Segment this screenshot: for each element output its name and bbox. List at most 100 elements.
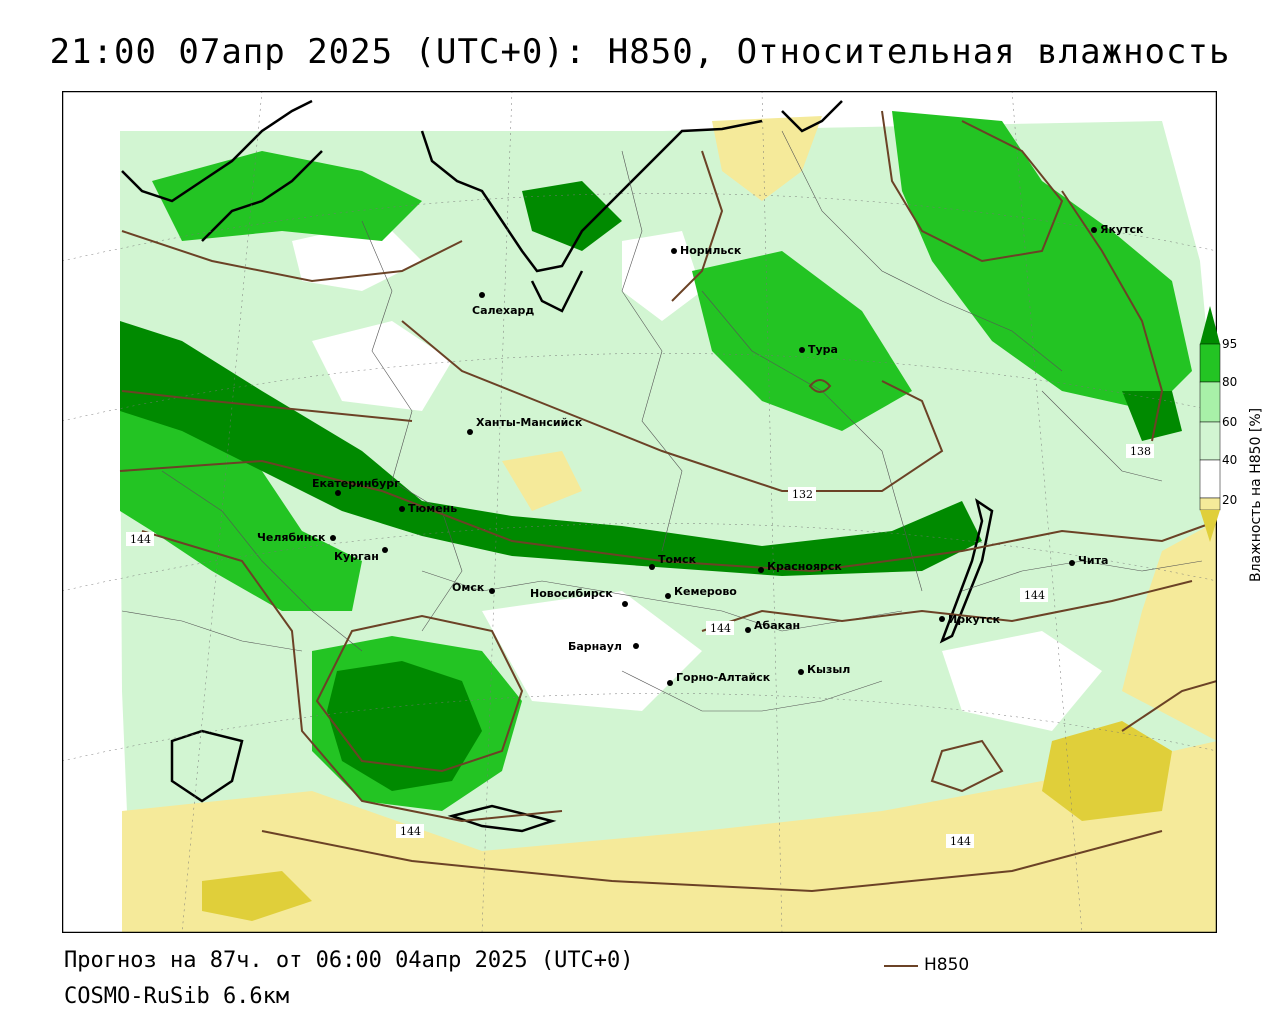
- city-tyumen: Тюмень: [399, 502, 457, 515]
- isoline-far-south: [261, 830, 1163, 893]
- city-markers: Норильск Якутск Салехард Тура Ханты-Манс…: [257, 223, 1144, 686]
- isoline-legend-swatch: [884, 965, 918, 967]
- colorbar-tick-20: 20: [1222, 493, 1237, 507]
- isoline-main-132: [401, 320, 944, 492]
- humid-area-west: [120, 391, 362, 611]
- isoline-low-kazakh: [315, 614, 524, 773]
- humid-core-kazakh: [327, 661, 482, 791]
- isoline-north-center: [671, 150, 724, 302]
- colorbar-bottom-arrow: [1200, 510, 1220, 542]
- colorbar-segment-40: [1199, 459, 1221, 499]
- svg-text:Екатеринбург: Екатеринбург: [312, 477, 400, 490]
- city-yakutsk: Якутск: [1091, 223, 1144, 236]
- svg-text:Новосибирск: Новосибирск: [530, 587, 613, 600]
- city-barnaul: Барнаул: [568, 640, 639, 653]
- city-abakan: Абакан: [745, 619, 800, 633]
- low-humidity-patch-2: [482, 591, 702, 711]
- colorbar-segment-20: [1199, 497, 1221, 511]
- graticule: [62, 91, 1217, 933]
- isoline-label-132: 132: [792, 488, 813, 501]
- very-dry-area-2: [202, 871, 312, 921]
- colorbar-title-text: Влажность на H850 [%]: [1248, 407, 1264, 582]
- svg-text:Тюмень: Тюмень: [408, 502, 457, 515]
- city-norilsk: Норильск: [671, 244, 742, 257]
- coastlines: [121, 99, 994, 833]
- city-chita: Чита: [1069, 554, 1108, 567]
- city-novosibirsk: Новосибирск: [530, 587, 628, 607]
- humid-core-east: [1122, 391, 1182, 441]
- city-tura: Тура: [799, 343, 838, 356]
- isoline-label-144: 144: [950, 835, 971, 848]
- svg-text:Кемерово: Кемерово: [674, 585, 737, 598]
- isoline-legend-label: H850: [924, 955, 970, 975]
- isoline-north-east: [881, 110, 1064, 263]
- svg-text:Салехард: Салехард: [472, 304, 534, 317]
- isoline-outer-north: [121, 230, 463, 283]
- svg-text:Томск: Томск: [658, 553, 697, 566]
- isoline-legend: H850: [884, 955, 1044, 979]
- svg-text:Абакан: Абакан: [754, 619, 800, 632]
- city-chelyabinsk: Челябинск: [257, 531, 336, 544]
- dry-patch-center: [502, 451, 582, 511]
- colorbar-tick-60: 60: [1222, 415, 1237, 429]
- svg-text:Кызыл: Кызыл: [807, 663, 850, 676]
- colorbar-segment-80: [1199, 381, 1221, 423]
- isoline-label-144: 144: [710, 622, 731, 635]
- humid-area-central-north: [692, 251, 912, 431]
- colorbar-top-arrow: [1200, 306, 1220, 344]
- isoline-144-south: [141, 530, 563, 823]
- colorbar-tick-80: 80: [1222, 375, 1237, 389]
- isoline-small-loop: [808, 379, 832, 393]
- svg-text:Красноярск: Красноярск: [767, 560, 842, 573]
- city-khanty-mansiysk: Ханты-Мансийск: [467, 416, 583, 435]
- city-kurgan: Курган: [334, 547, 388, 563]
- isoline-south-east: [930, 739, 1004, 793]
- colorbar-title: Влажность на H850 [%]: [1244, 350, 1270, 590]
- very-dry-area-1: [1042, 721, 1172, 821]
- colorbar-segment-95: [1199, 343, 1221, 383]
- city-tomsk: Томск: [649, 553, 697, 570]
- svg-text:Горно-Алтайск: Горно-Алтайск: [676, 671, 771, 684]
- isoline-label-144: 144: [1024, 589, 1045, 602]
- humid-band-main: [120, 321, 982, 576]
- svg-text:Чита: Чита: [1078, 554, 1108, 567]
- isoline-label-138: 138: [1130, 445, 1151, 458]
- low-humidity-patch-4: [622, 231, 702, 321]
- forecast-info: Прогноз на 87ч. от 06:00 04апр 2025 (UTC…: [64, 948, 634, 973]
- isoline-labels: 132 138 144 144 144 144 144: [126, 444, 1154, 848]
- low-humidity-patch-5: [942, 631, 1102, 731]
- humid-area-north-west: [152, 151, 422, 241]
- city-krasnoyarsk: Красноярск: [758, 560, 842, 573]
- dry-area-east: [1122, 521, 1217, 741]
- isoline-east-low: [1121, 680, 1217, 732]
- city-gorno-altaysk: Горно-Алтайск: [667, 671, 771, 686]
- svg-text:Челябинск: Челябинск: [257, 531, 326, 544]
- dry-area-south: [122, 741, 1217, 933]
- model-name: COSMO-RuSib 6.6км: [64, 984, 290, 1009]
- city-irkutsk: Иркутск: [939, 613, 1001, 626]
- colorbar-tick-95: 95: [1222, 337, 1237, 351]
- svg-text:Якутск: Якутск: [1100, 223, 1144, 236]
- svg-text:Тура: Тура: [808, 343, 838, 356]
- admin-borders: [121, 130, 1203, 712]
- svg-text:Норильск: Норильск: [680, 244, 742, 257]
- svg-text:Омск: Омск: [452, 581, 485, 594]
- city-kyzyl: Кызыл: [798, 663, 850, 676]
- svg-text:Курган: Курган: [334, 550, 379, 563]
- h850-isolines: [119, 110, 1217, 893]
- city-yekaterinburg: Екатеринбург: [312, 477, 400, 496]
- dry-area-north: [712, 116, 822, 201]
- isoline-label-144: 144: [400, 825, 421, 838]
- isoline-siberia-144: [701, 580, 1193, 632]
- city-omsk: Омск: [452, 581, 495, 594]
- colorbar-segment-60: [1199, 421, 1221, 461]
- humidity-colorbar: 95 80 60 40 20: [1199, 306, 1237, 542]
- isoline-north-west: [121, 390, 413, 422]
- svg-text:Барнаул: Барнаул: [568, 640, 622, 653]
- svg-text:Иркутск: Иркутск: [948, 613, 1001, 626]
- humid-area-north-east: [892, 111, 1192, 411]
- humidity-map: 132 138 144 144 144 144 144 Норильск Яку…: [62, 91, 1217, 933]
- low-humidity-patch-3: [292, 221, 422, 291]
- city-kemerovo: Кемерово: [665, 585, 737, 599]
- humid-core-north: [522, 181, 622, 251]
